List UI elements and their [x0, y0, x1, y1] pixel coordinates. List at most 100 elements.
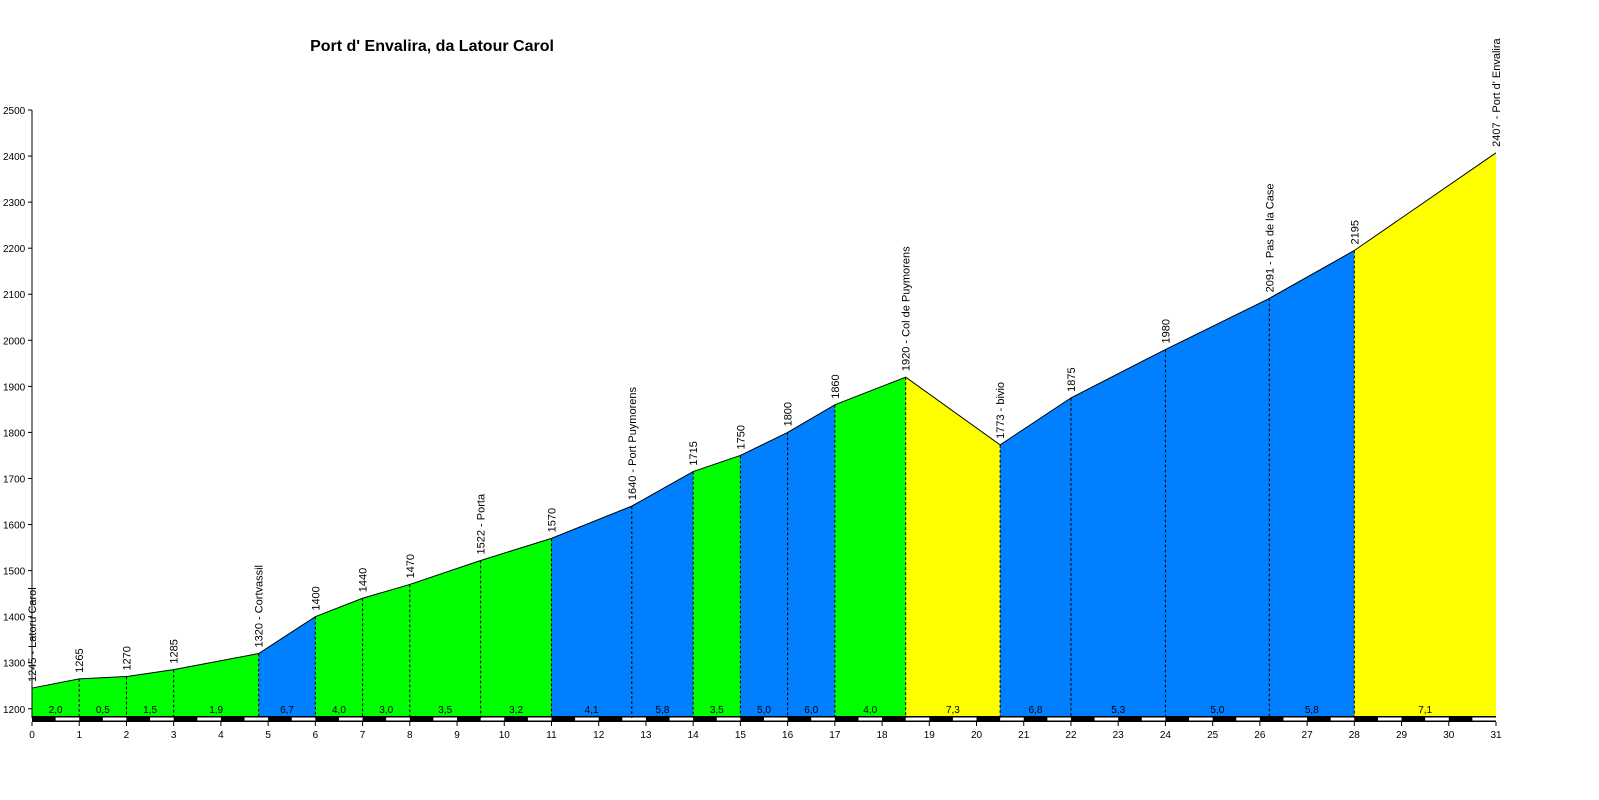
altitude-label: 1750 [735, 425, 747, 449]
grade-label: 1,9 [209, 705, 223, 716]
grade-label: 4,0 [863, 705, 877, 716]
x-tick-label: 28 [1349, 730, 1361, 741]
segment-area [905, 377, 1001, 718]
y-tick-label: 1200 [3, 705, 26, 716]
x-tick-label: 31 [1490, 730, 1502, 741]
segment-area [1070, 349, 1166, 718]
altitude-label: 1270 [121, 646, 133, 670]
grade-label: 1,5 [143, 705, 157, 716]
y-tick-label: 2000 [3, 336, 26, 347]
km-scale-band [32, 716, 1496, 722]
km-band-white [1236, 717, 1260, 721]
y-tick-label: 2100 [3, 290, 26, 301]
x-tick-label: 18 [877, 730, 889, 741]
grade-label: 3,2 [509, 705, 523, 716]
altitude-label: 1715 [688, 441, 700, 465]
segment-area [693, 455, 741, 718]
x-tick-label: 3 [171, 730, 177, 741]
x-tick-label: 23 [1113, 730, 1125, 741]
segment-area [480, 538, 552, 718]
altitude-label: 1522 - Porta [476, 493, 488, 554]
altitude-label: 1265 [74, 648, 86, 672]
grade-label: 5,8 [656, 705, 670, 716]
grade-label: 6,0 [804, 705, 818, 716]
y-tick-label: 1600 [3, 521, 26, 532]
y-tick-label: 2400 [3, 152, 26, 163]
segment-area [32, 678, 80, 718]
altitude-label: 1570 [546, 508, 558, 532]
x-tick-label: 17 [829, 730, 841, 741]
altitude-label: 1980 [1160, 319, 1172, 343]
x-tick-label: 4 [218, 730, 224, 741]
x-tick-label: 16 [782, 730, 794, 741]
segment-area [551, 506, 632, 718]
grade-label: 5,0 [757, 705, 771, 716]
altitude-label: 1920 - Col de Puymorens [901, 246, 913, 371]
grade-label: 7,3 [946, 705, 960, 716]
altitude-label: 1400 [310, 586, 322, 610]
grade-label: 0,5 [96, 705, 110, 716]
y-tick-label: 1700 [3, 474, 26, 485]
km-band-white [433, 717, 458, 721]
x-tick-label: 22 [1065, 730, 1077, 741]
x-tick-label: 21 [1018, 730, 1030, 741]
altitude-label: 1860 [830, 374, 842, 398]
km-band-white [1425, 717, 1449, 721]
altitude-label: 1875 [1066, 367, 1078, 391]
profile-line [31, 152, 1497, 689]
x-tick-label: 5 [265, 730, 271, 741]
segment-area [258, 616, 316, 718]
km-band-white [764, 717, 788, 721]
x-tick-label: 25 [1207, 730, 1219, 741]
km-band-white [952, 717, 977, 721]
segment-area [787, 404, 835, 718]
x-tick-label: 12 [593, 730, 605, 741]
grade-label: 5,3 [1111, 705, 1125, 716]
km-band-white [150, 717, 174, 721]
segment-area [1165, 298, 1270, 718]
y-tick-label: 1300 [3, 659, 26, 670]
x-tick-label: 1 [76, 730, 82, 741]
altitude-label: 1800 [783, 402, 795, 426]
km-band-white [1047, 717, 1071, 721]
km-band-white [480, 717, 505, 721]
x-tick-label: 29 [1396, 730, 1408, 741]
km-band-white [1472, 717, 1496, 721]
km-band-white [386, 717, 410, 721]
km-band-white [575, 717, 599, 721]
km-band-white [716, 717, 741, 721]
altitude-label: 2091 - Pas de la Case [1264, 184, 1276, 293]
grade-label: 7,1 [1418, 705, 1432, 716]
segment-area [740, 432, 788, 718]
x-tick-label: 15 [735, 730, 747, 741]
km-band-white [1377, 717, 1402, 721]
x-tick-label: 6 [313, 730, 319, 741]
x-tick-label: 8 [407, 730, 413, 741]
grade-label: 5,0 [1210, 705, 1224, 716]
km-band-white [338, 717, 363, 721]
segment-area [1269, 250, 1355, 718]
segment-area [126, 669, 174, 718]
x-tick-label: 30 [1443, 730, 1455, 741]
x-tick-label: 13 [640, 730, 652, 741]
grade-label: 3,5 [710, 705, 724, 716]
x-tick-label: 19 [924, 730, 936, 741]
altitude-label: 1640 - Port Puymorens [627, 387, 639, 501]
y-tick-label: 1500 [3, 567, 26, 578]
km-band-white [1094, 717, 1119, 721]
altitude-label: 2407 - Port d' Envalira [1491, 37, 1503, 146]
grade-label: 6,7 [280, 705, 294, 716]
km-band-white [1141, 717, 1166, 721]
km-band-white [244, 717, 269, 721]
segment-area [409, 560, 481, 718]
x-tick-label: 0 [29, 730, 35, 741]
altitude-labels: 1245 - Latoru Carol 1265 1270 1285 1320 - Co… [27, 37, 1503, 682]
x-tick-label: 26 [1254, 730, 1266, 741]
altitude-label: 1320 - Cortvassil [254, 565, 266, 648]
y-tick-label: 2500 [3, 106, 26, 117]
segment-area [79, 676, 127, 718]
segment-area [173, 653, 259, 718]
segment-area [1354, 152, 1496, 718]
axes: 1200130014001500160017001800190020002100… [3, 106, 1502, 741]
km-band-white [55, 717, 80, 721]
